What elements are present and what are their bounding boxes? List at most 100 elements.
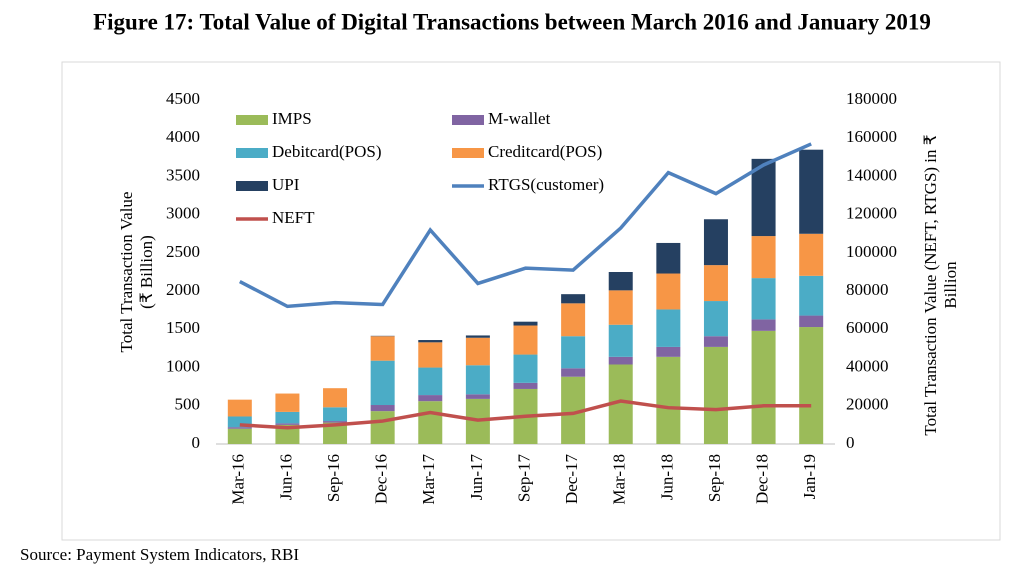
legend-label: RTGS(customer) — [488, 175, 604, 194]
bar-segment — [418, 340, 443, 343]
y2-tick-label: 100000 — [846, 242, 897, 261]
y-tick-label: 2500 — [166, 242, 200, 261]
y-tick-label: 500 — [175, 395, 201, 414]
bar-segment — [561, 368, 586, 377]
bar-segment — [418, 395, 443, 402]
y-tick-label: 1000 — [166, 356, 200, 375]
y2-axis-label: Billion — [941, 261, 960, 309]
bar-segment — [323, 421, 348, 423]
bar-segment — [465, 335, 490, 338]
y2-tick-label: 0 — [846, 433, 855, 452]
y2-tick-label: 180000 — [846, 89, 897, 108]
bar-segment — [275, 393, 300, 412]
bar-segment — [275, 423, 300, 425]
chart-title: Figure 17: Total Value of Digital Transa… — [93, 9, 931, 34]
bar-segment — [370, 411, 395, 444]
x-tick-label: Jun-17 — [467, 454, 486, 501]
y2-tick-label: 40000 — [846, 356, 889, 375]
line-series — [238, 142, 812, 309]
y2-tick-label: 60000 — [846, 318, 889, 337]
bar-segment — [323, 422, 348, 444]
bar-segment — [465, 394, 490, 399]
x-tick-label: Mar-16 — [229, 454, 248, 505]
bar-segment — [799, 315, 824, 328]
bar-segment — [513, 354, 538, 383]
legend-label: UPI — [272, 175, 300, 194]
y-tick-label: 3500 — [166, 165, 200, 184]
source-note: Source: Payment System Indicators, RBI — [20, 545, 299, 564]
bar-segment — [561, 336, 586, 369]
bar-segment — [703, 336, 728, 347]
legend-swatch — [236, 148, 268, 158]
y2-tick-label: 80000 — [846, 280, 889, 299]
bar-segment — [608, 324, 633, 357]
bar-segment — [227, 399, 252, 417]
x-tick-label: Jan-19 — [800, 454, 819, 499]
bar-segment — [656, 273, 681, 310]
bar-segment — [513, 325, 538, 355]
y-axis-label: (₹ Billion) — [137, 235, 156, 309]
bar-segment — [323, 407, 348, 422]
legend-swatch — [452, 115, 484, 125]
bar-segment — [227, 428, 252, 444]
y-tick-label: 4000 — [166, 127, 200, 146]
x-tick-label: Sep-18 — [705, 454, 724, 502]
bar-segment — [751, 330, 776, 444]
bar-segment — [275, 411, 300, 424]
bar-segment — [703, 265, 728, 302]
bar-segment — [227, 416, 252, 428]
y2-tick-label: 120000 — [846, 204, 897, 223]
x-tick-label: Dec-16 — [372, 454, 391, 504]
y-tick-label: 4500 — [166, 89, 200, 108]
x-tick-label: Dec-18 — [752, 454, 771, 504]
bar-segment — [561, 303, 586, 337]
bar-segment — [418, 367, 443, 396]
legend-label: IMPS — [272, 109, 312, 128]
bar-segment — [513, 382, 538, 389]
bar-segment — [561, 294, 586, 304]
bar-segment — [370, 405, 395, 412]
bar-segment — [703, 346, 728, 444]
y-tick-label: 2000 — [166, 280, 200, 299]
x-tick-label: Sep-17 — [514, 454, 533, 503]
bar-segment — [751, 236, 776, 279]
y-tick-label: 1500 — [166, 318, 200, 337]
x-tick-label: Jun-16 — [276, 454, 295, 500]
legend-label: NEFT — [272, 208, 315, 227]
bar-segment — [275, 424, 300, 444]
bar-segment — [656, 346, 681, 357]
bar-segment — [751, 278, 776, 320]
bar-segment — [227, 427, 252, 429]
bar-segment — [465, 365, 490, 395]
x-tick-label: Sep-16 — [324, 454, 343, 502]
chart-frame — [61, 61, 1001, 541]
legend-swatch — [236, 181, 268, 191]
y-axis-label: Total Transaction Value — [117, 192, 136, 353]
bar-segment — [608, 356, 633, 365]
legend-label: Creditcard(POS) — [488, 142, 602, 161]
x-tick-label: Jun-18 — [657, 454, 676, 500]
y2-tick-label: 20000 — [846, 395, 889, 414]
bar-segment — [656, 309, 681, 347]
y-tick-label: 0 — [192, 433, 201, 452]
y-tick-label: 3000 — [166, 204, 200, 223]
legend-label: Debitcard(POS) — [272, 142, 382, 161]
bar-segment — [465, 337, 490, 366]
bar-segment — [799, 149, 824, 234]
bar-segment — [799, 327, 824, 444]
y2-tick-label: 160000 — [846, 127, 897, 146]
bar-segment — [608, 290, 633, 325]
bar-segment — [656, 356, 681, 444]
y2-tick-label: 140000 — [846, 165, 897, 184]
legend-swatch — [452, 148, 484, 158]
bar-segment — [703, 301, 728, 337]
bar-segment — [703, 219, 728, 266]
bar-segment — [656, 242, 681, 274]
bar-segment — [513, 321, 538, 326]
y2-axis-label: Total Transaction Value (NEFT, RTGS) in … — [921, 134, 940, 435]
bar-segment — [370, 360, 395, 406]
x-tick-label: Dec-17 — [562, 454, 581, 505]
x-tick-label: Mar-17 — [419, 454, 438, 505]
